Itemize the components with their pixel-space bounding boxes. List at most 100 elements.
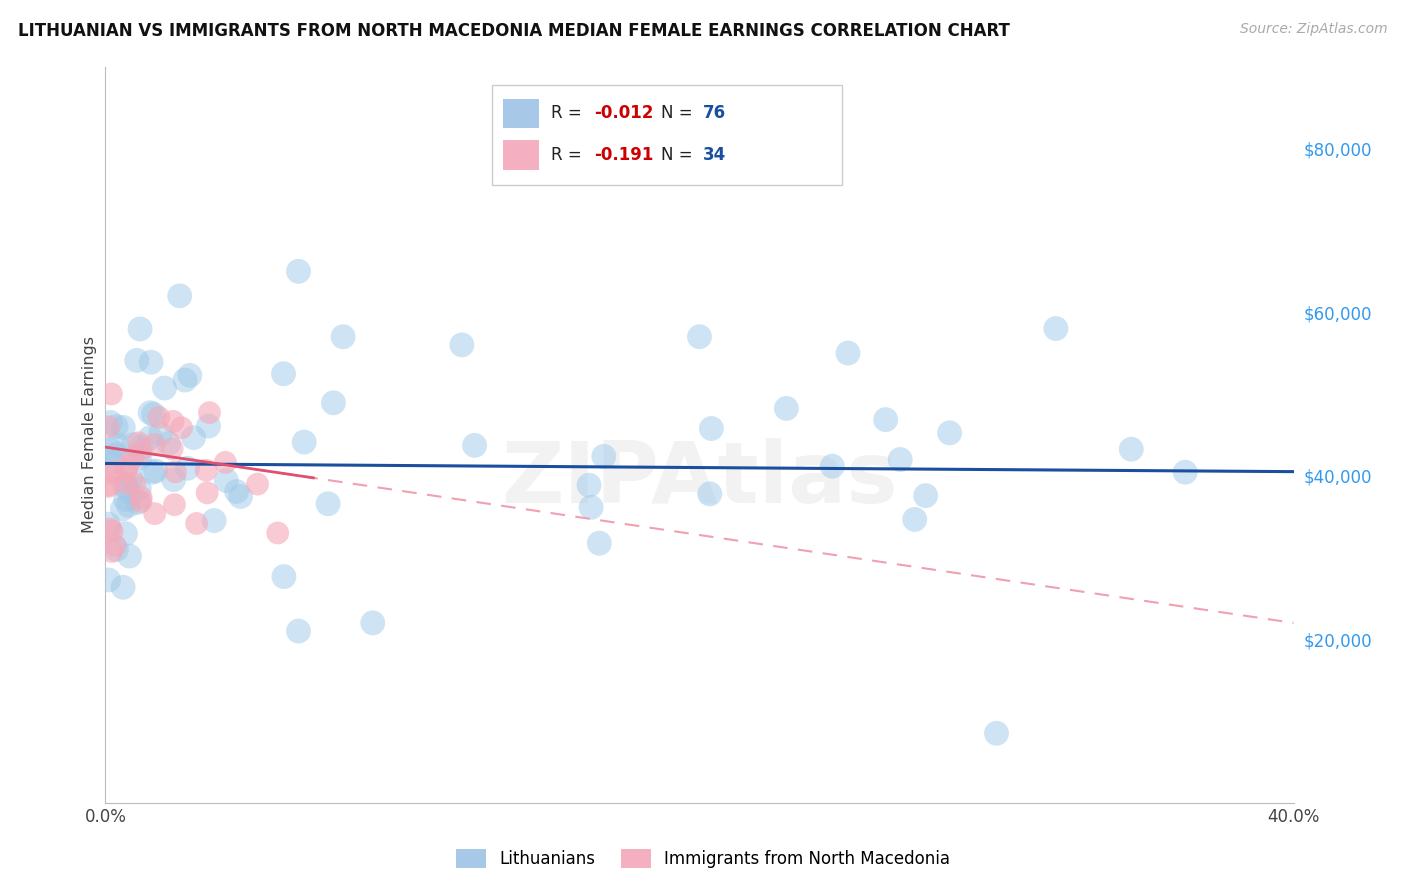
Point [142, 407, 165, 421]
Point [115, 463, 138, 477]
Point [105, 448, 128, 462]
Point [100, 387, 122, 401]
Point [148, 410, 170, 425]
Point [128, 482, 150, 496]
Point [97, 478, 120, 492]
Point [100, 443, 122, 458]
Point [592, 450, 614, 464]
Point [114, 526, 136, 541]
Point [195, 463, 218, 477]
Point [122, 450, 145, 465]
Point [128, 435, 150, 450]
Point [124, 476, 146, 491]
Point [128, 450, 150, 465]
Point [160, 442, 183, 456]
Point [214, 455, 236, 469]
Point [125, 353, 148, 368]
Point [225, 484, 247, 499]
Text: R =: R = [551, 104, 586, 122]
Point [186, 516, 208, 531]
Point [104, 465, 127, 479]
Point [1174, 465, 1197, 479]
Point [101, 455, 124, 469]
Text: LITHUANIAN VS IMMIGRANTS FROM NORTH MACEDONIA MEDIAN FEMALE EARNINGS CORRELATION: LITHUANIAN VS IMMIGRANTS FROM NORTH MACE… [18, 22, 1010, 40]
Point [169, 289, 191, 303]
Point [821, 459, 844, 474]
Point [111, 501, 134, 516]
Point [176, 461, 198, 475]
Point [700, 421, 723, 435]
Point [464, 438, 486, 452]
Point [332, 330, 354, 344]
Point [165, 465, 187, 479]
Point [98, 522, 121, 536]
Point [143, 507, 166, 521]
Point [129, 491, 152, 505]
Point [170, 421, 193, 435]
Text: N =: N = [661, 146, 699, 164]
Point [273, 569, 295, 583]
Text: 76: 76 [703, 104, 725, 122]
Point [889, 452, 911, 467]
Text: ZIPAtlas: ZIPAtlas [501, 437, 898, 521]
Point [153, 381, 176, 395]
Y-axis label: Median Female Earnings: Median Female Earnings [82, 336, 97, 533]
Point [100, 466, 122, 480]
Point [114, 479, 136, 493]
Point [699, 487, 721, 501]
Point [197, 419, 219, 434]
Point [101, 524, 124, 538]
Point [117, 499, 139, 513]
Text: R =: R = [551, 146, 586, 164]
Point [292, 435, 315, 450]
Point [129, 494, 152, 508]
Point [588, 536, 610, 550]
Point [162, 414, 184, 428]
Point [246, 477, 269, 491]
Point [1121, 442, 1143, 457]
Point [875, 412, 897, 426]
Point [179, 368, 201, 383]
Point [229, 490, 252, 504]
Point [139, 355, 162, 369]
Point [120, 472, 142, 486]
Point [105, 419, 128, 434]
Point [143, 437, 166, 451]
Point [97, 573, 120, 587]
Point [117, 483, 139, 497]
Point [139, 406, 162, 420]
Text: 34: 34 [703, 146, 727, 164]
Point [157, 436, 180, 450]
Point [986, 726, 1008, 740]
FancyBboxPatch shape [492, 86, 842, 185]
Text: -0.191: -0.191 [593, 146, 654, 164]
Point [127, 495, 149, 509]
Point [141, 465, 163, 479]
Point [129, 322, 152, 336]
Point [198, 406, 221, 420]
Point [914, 489, 936, 503]
Point [104, 538, 127, 552]
Point [195, 486, 218, 500]
Point [163, 498, 186, 512]
Point [105, 438, 128, 452]
Point [322, 396, 344, 410]
Point [273, 367, 295, 381]
Point [938, 425, 960, 440]
Point [287, 624, 309, 639]
Point [162, 473, 184, 487]
Text: Source: ZipAtlas.com: Source: ZipAtlas.com [1240, 22, 1388, 37]
Point [904, 512, 927, 526]
Point [837, 346, 859, 360]
Point [101, 544, 124, 558]
Point [578, 478, 600, 492]
Point [450, 338, 472, 352]
Point [97, 419, 120, 434]
Point [215, 474, 238, 488]
Point [149, 426, 172, 441]
Point [689, 330, 711, 344]
Point [112, 420, 135, 434]
Point [145, 464, 167, 478]
Point [267, 526, 290, 541]
Point [114, 476, 136, 491]
